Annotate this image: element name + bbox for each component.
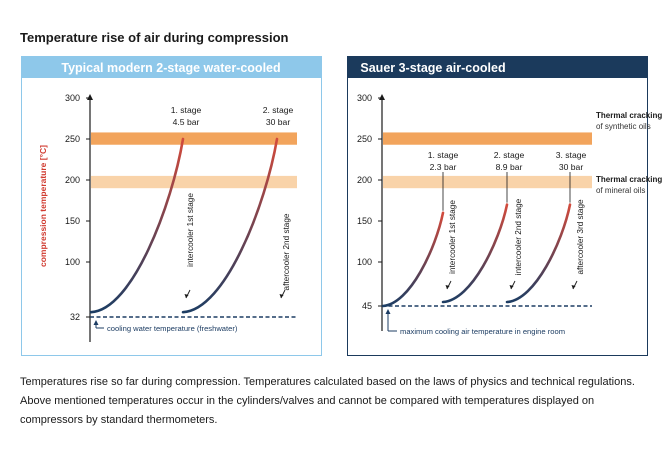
temperature-band-synthetic [91,132,297,145]
y-axis-arrow [87,94,93,100]
baseline-label: cooling water temperature (freshwater) [107,324,238,333]
y-tick-label-300: 300 [357,93,372,103]
band-label-mineral-rest: of mineral oils [596,186,645,195]
y-tick-label-150: 150 [65,216,80,226]
band-label-synthetic-rest: of synthetic oils [596,122,651,131]
y-tick-label-150: 150 [357,216,372,226]
cooler-pointer-arrow-1 [445,285,450,289]
stage-label-3: 3. stage [556,150,587,160]
compression-curve-stage-1 [89,137,185,314]
baseline-pointer-arrow [93,320,99,325]
right-panel-frame [347,56,648,356]
page-title: Temperature rise of air during compressi… [20,30,289,45]
cooler-pointer-arrow-3 [571,285,576,289]
baseline-pointer-arrow [385,309,391,314]
y-tick-label-200: 200 [65,175,80,185]
baseline-label: maximum cooling air temperature in engin… [400,327,565,336]
temperature-band-mineral [91,175,297,189]
y-tick-label-250: 250 [65,134,80,144]
stage-pressure-2: 8.9 bar [496,162,523,172]
cooler-label-2: aftercooler 2nd stage [282,213,291,290]
band-label-mineral-bold: Thermal cracking [596,175,662,184]
compression-curve-stage-1 [381,211,445,308]
y-tick-label-32: 32 [70,312,80,322]
cooler-label-1: intercooler 1st stage [186,193,195,267]
stage-pressure-1: 2.3 bar [430,162,457,172]
cooler-pointer-arrow-2 [509,285,514,289]
y-tick-label-200: 200 [357,175,372,185]
y-tick-label-100: 100 [357,257,372,267]
compression-curve-stage-2 [441,203,509,304]
stage-label-1: 1. stage [428,150,459,160]
stage-label-2: 2. stage [263,105,294,115]
stage-label-2: 2. stage [494,150,525,160]
temperature-band-mineral [383,175,592,189]
compression-curve-stage-2 [181,137,279,314]
temperature-band-synthetic [383,132,592,145]
compression-curve-stage-3 [505,203,572,304]
left-panel-title: Typical modern 2-stage water-cooled [61,61,280,75]
left-panel-header [21,56,322,78]
stage-pressure-1: 4.5 bar [173,117,200,127]
caption: Temperatures rise so far during compress… [20,376,635,426]
y-tick-label-300: 300 [65,93,80,103]
cooler-pointer-arrow-1 [184,294,189,298]
cooler-label-1: intercooler 1st stage [448,200,457,274]
band-label-synthetic-bold: Thermal cracking [596,111,662,120]
right-panel-header [347,56,648,78]
y-tick-label-45: 45 [362,301,372,311]
y-tick-label-100: 100 [65,257,80,267]
y-tick-label-250: 250 [357,134,372,144]
right-panel-title: Sauer 3-stage air-cooled [360,61,505,75]
stage-pressure-3: 30 bar [559,162,584,172]
cooler-label-2: intercooler 2nd stage [514,198,523,275]
cooler-pointer-arrow-2 [279,294,284,298]
stage-label-1: 1. stage [171,105,202,115]
cooler-label-3: aftercooler 3rd stage [576,199,585,275]
y-axis-arrow [379,94,385,100]
stage-pressure-2: 30 bar [266,117,291,127]
left-y-axis-label: compression temperature [°C] [38,145,48,267]
